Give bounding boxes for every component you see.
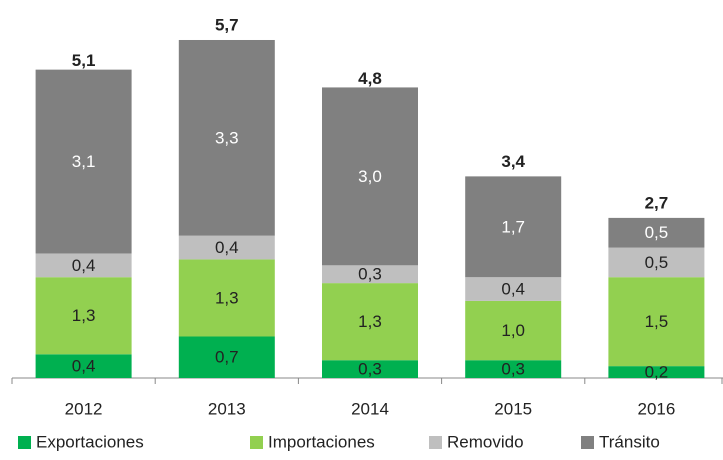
segment-label: 1,7 [501,217,525,236]
bar-segment [35,277,132,355]
legend-label: Removido [447,432,524,451]
bar-segment [178,39,275,236]
bar-segment [322,265,418,284]
total-label: 4,8 [358,69,382,88]
segment-label: 0,3 [501,360,525,379]
x-tick-label: 2014 [351,399,389,418]
bar-segment [178,259,275,337]
segment-label: 0,2 [645,363,669,382]
total-label: 3,4 [501,152,525,171]
bar-segment [35,354,132,378]
segment-label: 1,3 [215,288,239,307]
segment-label: 0,7 [215,348,239,367]
total-label: 5,7 [215,15,239,34]
bar-segment [322,283,418,361]
bar-segment [178,235,275,260]
bar-segment [465,277,562,301]
segment-label: 1,3 [358,312,382,331]
legend-label: Importaciones [268,432,375,451]
legend-swatch [250,436,263,449]
legend-label: Exportaciones [36,432,144,451]
segment-label: 1,3 [72,306,96,325]
bar-segment [608,277,705,367]
bar-segment [178,336,275,378]
x-tick-label: 2015 [494,399,532,418]
total-label: 5,1 [72,51,96,70]
bar-segment [322,87,418,266]
legend-swatch [18,436,31,449]
legend-swatch [581,436,594,449]
bar-segment [35,69,132,254]
segment-label: 0,4 [215,238,239,257]
segment-label: 3,0 [358,167,382,186]
segment-label: 3,1 [72,152,96,171]
bar-segment [465,300,562,361]
segment-label: 0,5 [645,253,669,272]
segment-label: 1,0 [501,321,525,340]
legend-label: Tránsito [599,432,660,451]
x-tick-label: 2016 [637,399,675,418]
segment-label: 0,5 [645,223,669,242]
segment-label: 0,3 [358,265,382,284]
legend-swatch [429,436,442,449]
bar-segment [608,366,705,378]
bar-segment [35,253,132,278]
segment-label: 0,3 [358,360,382,379]
bar-segment [322,360,418,378]
segment-label: 0,4 [72,256,96,275]
bar-segment [465,176,562,278]
bar-segment [608,217,705,248]
total-label: 2,7 [645,193,669,212]
segment-label: 0,4 [72,357,96,376]
bar-segment [465,360,562,378]
segment-label: 0,4 [501,280,525,299]
segment-label: 1,5 [645,312,669,331]
x-tick-label: 2012 [65,399,103,418]
segment-label: 3,3 [215,128,239,147]
x-tick-label: 2013 [208,399,246,418]
bar-segment [608,247,705,278]
